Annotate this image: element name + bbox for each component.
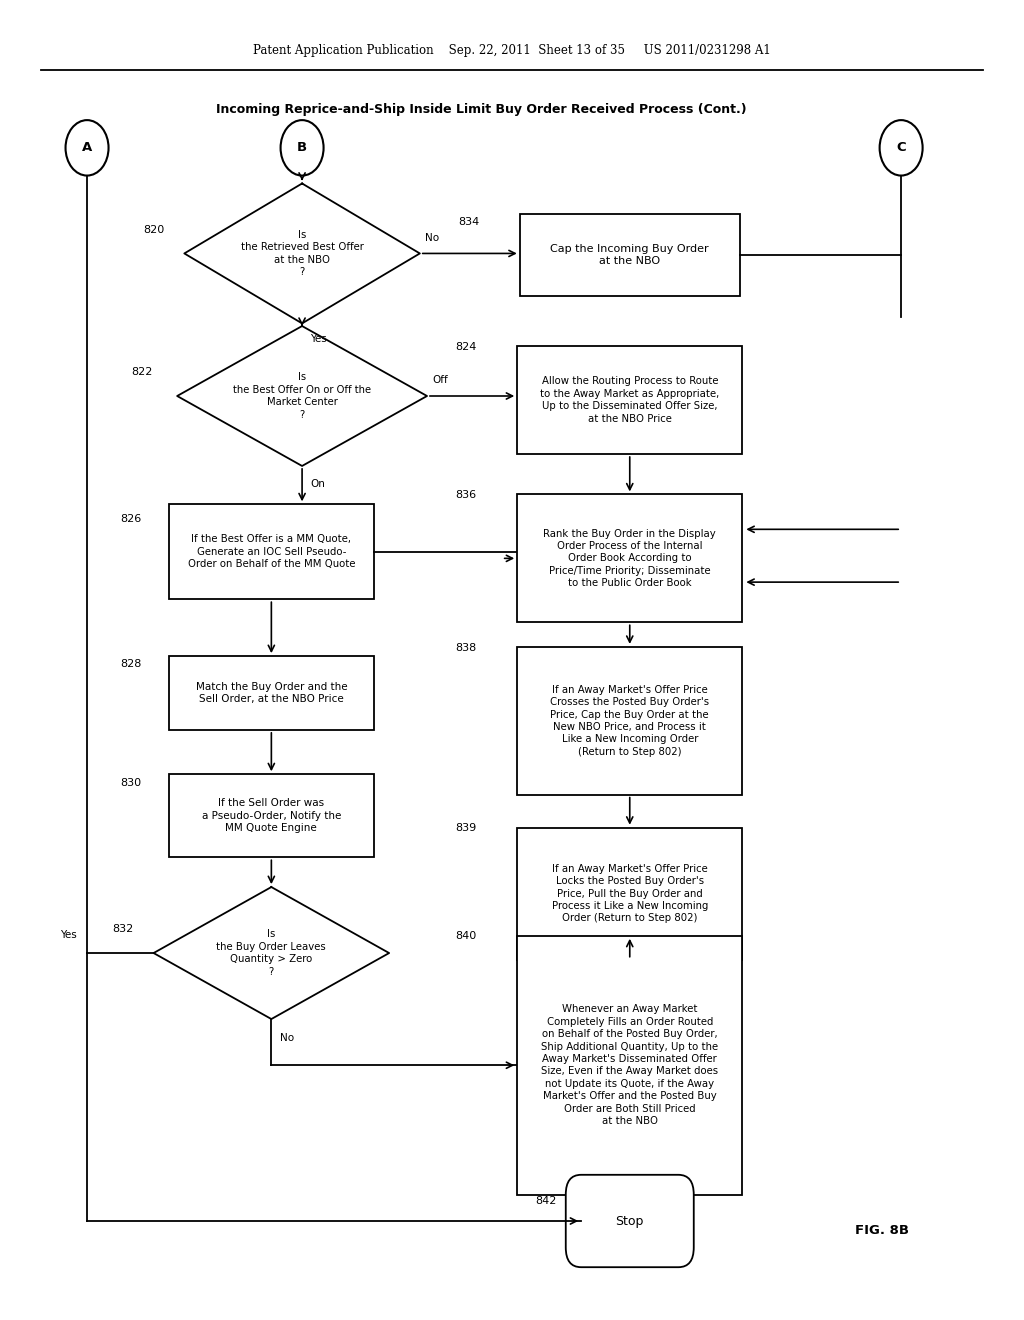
Text: Cap the Incoming Buy Order
at the NBO: Cap the Incoming Buy Order at the NBO bbox=[551, 244, 709, 265]
Text: B: B bbox=[297, 141, 307, 154]
Text: 828: 828 bbox=[120, 659, 141, 669]
Text: Yes: Yes bbox=[60, 929, 77, 940]
FancyBboxPatch shape bbox=[519, 214, 739, 296]
Text: Is
the Retrieved Best Offer
at the NBO
?: Is the Retrieved Best Offer at the NBO ? bbox=[241, 230, 364, 277]
FancyBboxPatch shape bbox=[169, 504, 374, 599]
Text: A: A bbox=[82, 141, 92, 154]
Text: 840: 840 bbox=[456, 931, 477, 941]
Text: Patent Application Publication    Sep. 22, 2011  Sheet 13 of 35     US 2011/0231: Patent Application Publication Sep. 22, … bbox=[253, 44, 771, 57]
Text: Allow the Routing Process to Route
to the Away Market as Appropriate,
Up to the : Allow the Routing Process to Route to th… bbox=[540, 376, 720, 424]
Text: 830: 830 bbox=[120, 777, 141, 788]
Polygon shape bbox=[154, 887, 389, 1019]
Text: No: No bbox=[280, 1032, 294, 1043]
Text: 820: 820 bbox=[143, 224, 165, 235]
Text: 838: 838 bbox=[456, 643, 477, 653]
Text: No: No bbox=[425, 232, 439, 243]
Text: 834: 834 bbox=[458, 216, 479, 227]
Text: 822: 822 bbox=[131, 367, 153, 378]
FancyBboxPatch shape bbox=[517, 828, 742, 960]
Text: Stop: Stop bbox=[615, 1214, 644, 1228]
Text: Yes: Yes bbox=[310, 334, 327, 345]
FancyBboxPatch shape bbox=[517, 647, 742, 795]
Text: Whenever an Away Market
Completely Fills an Order Routed
on Behalf of the Posted: Whenever an Away Market Completely Fills… bbox=[542, 1005, 718, 1126]
Text: Rank the Buy Order in the Display
Order Process of the Internal
Order Book Accor: Rank the Buy Order in the Display Order … bbox=[544, 528, 716, 589]
Text: 836: 836 bbox=[456, 490, 477, 500]
Text: If an Away Market's Offer Price
Crosses the Posted Buy Order's
Price, Cap the Bu: If an Away Market's Offer Price Crosses … bbox=[550, 685, 710, 756]
Text: Match the Buy Order and the
Sell Order, at the NBO Price: Match the Buy Order and the Sell Order, … bbox=[196, 682, 347, 704]
FancyBboxPatch shape bbox=[169, 774, 374, 858]
Text: 839: 839 bbox=[456, 822, 477, 833]
Text: If the Best Offer is a MM Quote,
Generate an IOC Sell Pseudo-
Order on Behalf of: If the Best Offer is a MM Quote, Generat… bbox=[187, 535, 355, 569]
Text: 826: 826 bbox=[120, 513, 141, 524]
Polygon shape bbox=[177, 326, 427, 466]
FancyBboxPatch shape bbox=[565, 1175, 694, 1267]
Text: If the Sell Order was
a Pseudo-Order, Notify the
MM Quote Engine: If the Sell Order was a Pseudo-Order, No… bbox=[202, 799, 341, 833]
Text: Incoming Reprice-and-Ship Inside Limit Buy Order Received Process (Cont.): Incoming Reprice-and-Ship Inside Limit B… bbox=[216, 103, 746, 116]
Text: Is
the Buy Order Leaves
Quantity > Zero
?: Is the Buy Order Leaves Quantity > Zero … bbox=[216, 929, 327, 977]
FancyBboxPatch shape bbox=[169, 656, 374, 730]
FancyBboxPatch shape bbox=[517, 346, 742, 454]
Text: FIG. 8B: FIG. 8B bbox=[855, 1224, 909, 1237]
FancyBboxPatch shape bbox=[517, 495, 742, 623]
Text: 832: 832 bbox=[113, 924, 134, 935]
Text: On: On bbox=[310, 479, 326, 490]
Text: Off: Off bbox=[432, 375, 447, 385]
Text: Is
the Best Offer On or Off the
Market Center
?: Is the Best Offer On or Off the Market C… bbox=[233, 372, 371, 420]
FancyBboxPatch shape bbox=[517, 936, 742, 1195]
Text: 824: 824 bbox=[456, 342, 477, 352]
Text: If an Away Market's Offer Price
Locks the Posted Buy Order's
Price, Pull the Buy: If an Away Market's Offer Price Locks th… bbox=[552, 863, 708, 924]
Polygon shape bbox=[184, 183, 420, 323]
Text: C: C bbox=[896, 141, 906, 154]
Text: 842: 842 bbox=[535, 1196, 556, 1206]
